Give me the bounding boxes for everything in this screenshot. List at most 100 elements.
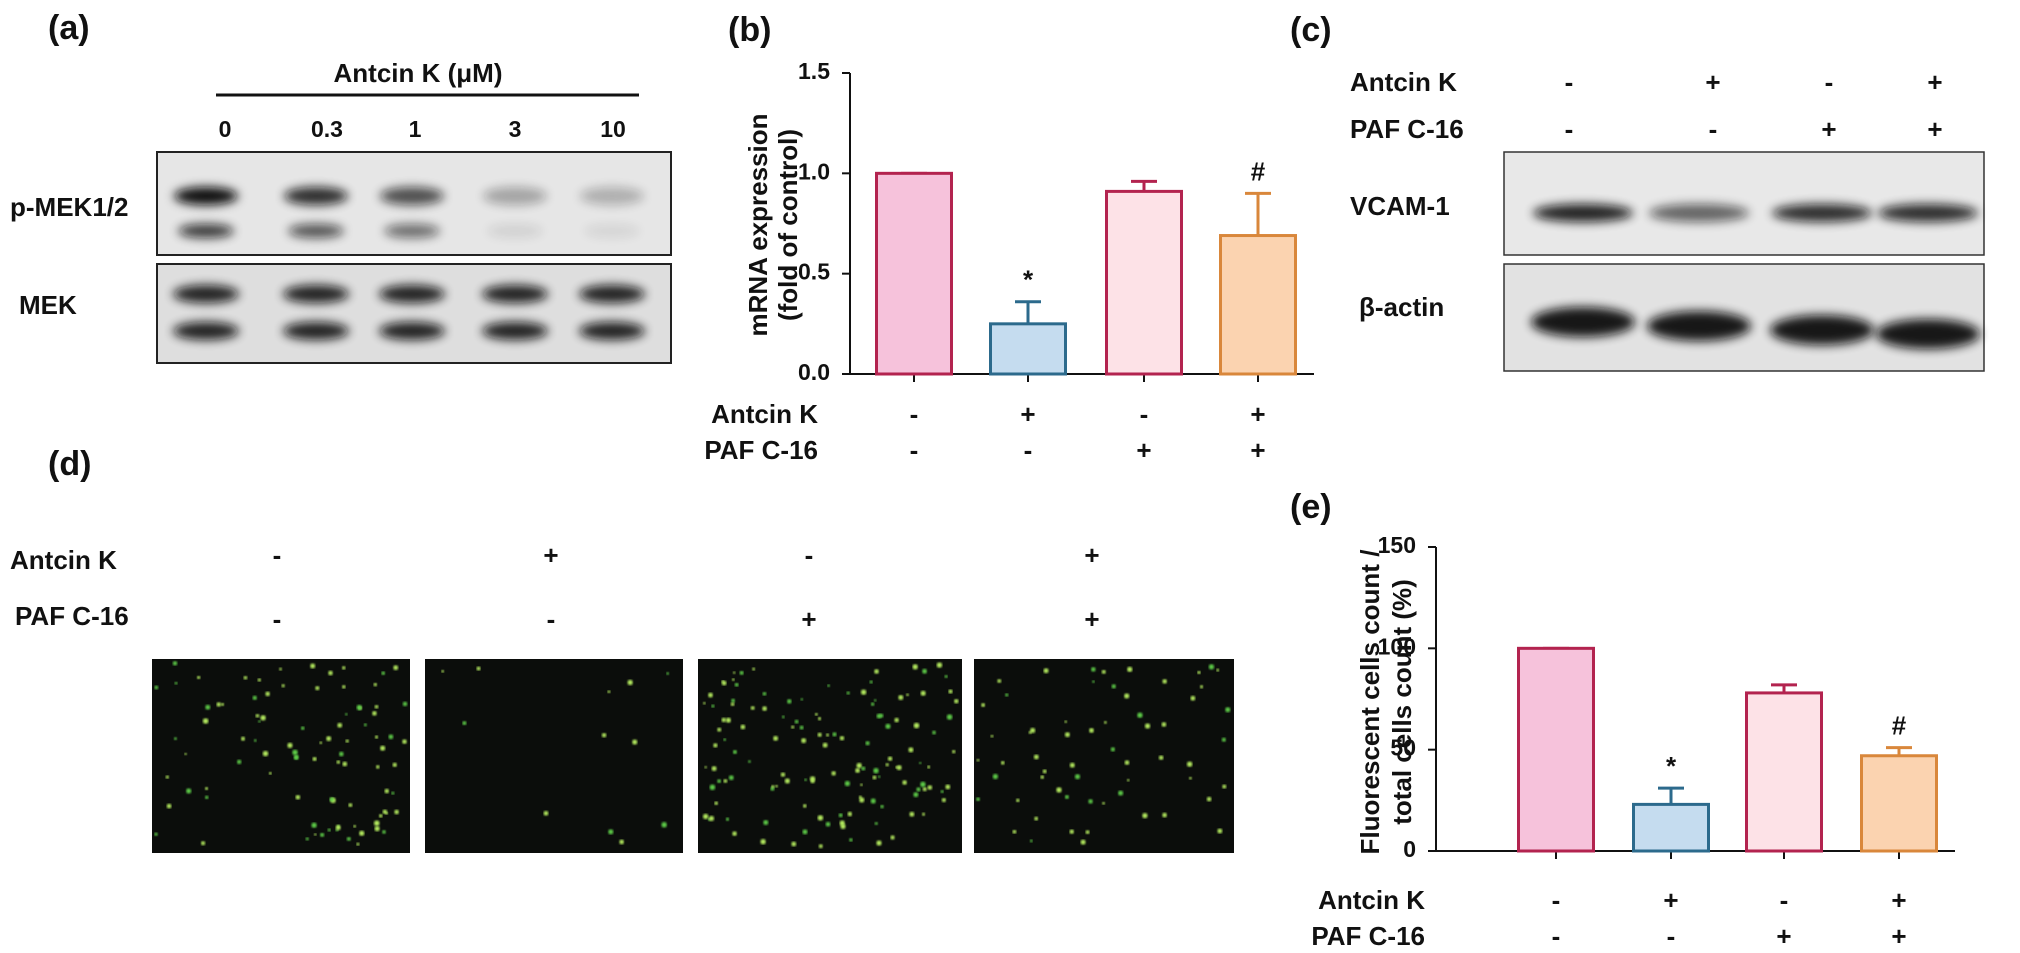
band xyxy=(384,224,440,238)
cell xyxy=(243,675,248,680)
sign: + xyxy=(1821,114,1836,144)
cell xyxy=(703,813,709,820)
cell xyxy=(202,718,209,724)
cell xyxy=(826,733,829,737)
cell xyxy=(814,712,818,716)
cell xyxy=(166,803,172,809)
cell xyxy=(292,749,298,756)
cell xyxy=(976,797,980,802)
cell xyxy=(709,784,716,791)
cell xyxy=(762,706,767,711)
bar xyxy=(1219,234,1297,376)
band xyxy=(283,322,349,340)
cell xyxy=(721,680,725,683)
sign: - xyxy=(1565,114,1574,144)
cell xyxy=(1033,754,1039,760)
cell xyxy=(873,699,877,702)
annotation: * xyxy=(1666,751,1677,781)
cell xyxy=(1012,829,1017,834)
cell xyxy=(908,747,914,753)
cell xyxy=(1190,695,1196,701)
sign: - xyxy=(1709,114,1718,144)
sign: + xyxy=(1084,604,1099,634)
micrograph xyxy=(425,659,683,853)
cell xyxy=(885,763,889,767)
cell xyxy=(287,742,293,748)
cell xyxy=(944,675,948,678)
cell xyxy=(708,692,713,698)
sign: - xyxy=(910,399,919,429)
cell xyxy=(839,736,845,741)
cell xyxy=(1005,693,1009,697)
band xyxy=(379,285,445,303)
cell xyxy=(300,726,305,730)
sign: - xyxy=(805,540,814,570)
cell xyxy=(846,691,850,695)
cell xyxy=(1089,728,1094,733)
cell xyxy=(1040,775,1045,779)
cell xyxy=(204,786,209,791)
y-tick-label: 1.0 xyxy=(798,158,830,184)
cell xyxy=(402,701,408,707)
y-axis-label: Fluorescent cells count / xyxy=(1355,550,1385,855)
cell xyxy=(922,668,928,674)
bar xyxy=(875,171,953,376)
cell xyxy=(799,725,804,730)
y-axis-label: (fold of control) xyxy=(773,129,803,321)
sign: - xyxy=(1780,885,1789,915)
dose-label: 1 xyxy=(409,116,422,142)
cell xyxy=(920,690,926,696)
cell xyxy=(870,702,875,706)
cell xyxy=(952,750,956,754)
cell xyxy=(348,803,353,807)
band xyxy=(1876,319,1980,349)
cell xyxy=(791,841,797,847)
cell xyxy=(711,766,717,772)
cell xyxy=(1225,707,1231,713)
y-tick-label: 0.0 xyxy=(798,359,830,385)
cell xyxy=(262,750,269,757)
cell xyxy=(844,780,850,787)
bar xyxy=(989,322,1067,376)
cell xyxy=(666,672,670,675)
error-bar xyxy=(1131,179,1157,192)
group-label: PAF C-16 xyxy=(704,435,818,465)
cell xyxy=(890,835,895,840)
band xyxy=(380,187,444,205)
cell xyxy=(858,795,862,799)
cell xyxy=(174,681,178,685)
cell xyxy=(1124,693,1130,699)
cell xyxy=(723,779,728,783)
cell xyxy=(800,698,804,701)
band xyxy=(1772,204,1872,222)
cell xyxy=(1030,727,1036,734)
cell xyxy=(731,698,736,703)
cell xyxy=(200,841,206,846)
cell xyxy=(221,702,225,706)
cell xyxy=(326,736,332,742)
cell xyxy=(1092,680,1095,683)
cell xyxy=(1186,761,1193,767)
cell xyxy=(1216,668,1220,672)
cell xyxy=(865,741,870,746)
cell xyxy=(402,739,407,744)
cell xyxy=(1222,784,1227,789)
cell xyxy=(945,784,951,790)
band xyxy=(173,322,239,340)
cell xyxy=(1064,795,1069,799)
cell xyxy=(1221,737,1226,742)
cell xyxy=(1069,762,1075,768)
cell xyxy=(236,759,242,765)
cell xyxy=(279,667,282,671)
bar xyxy=(1105,189,1183,376)
y-tick-label: 0 xyxy=(1403,836,1416,862)
sign: - xyxy=(1140,399,1149,429)
cell xyxy=(775,784,778,788)
cell xyxy=(887,756,893,761)
cell xyxy=(1217,828,1223,834)
cell xyxy=(165,775,169,779)
cell xyxy=(717,727,722,732)
cell xyxy=(154,685,159,690)
band xyxy=(483,187,547,205)
sign: + xyxy=(1020,399,1035,429)
